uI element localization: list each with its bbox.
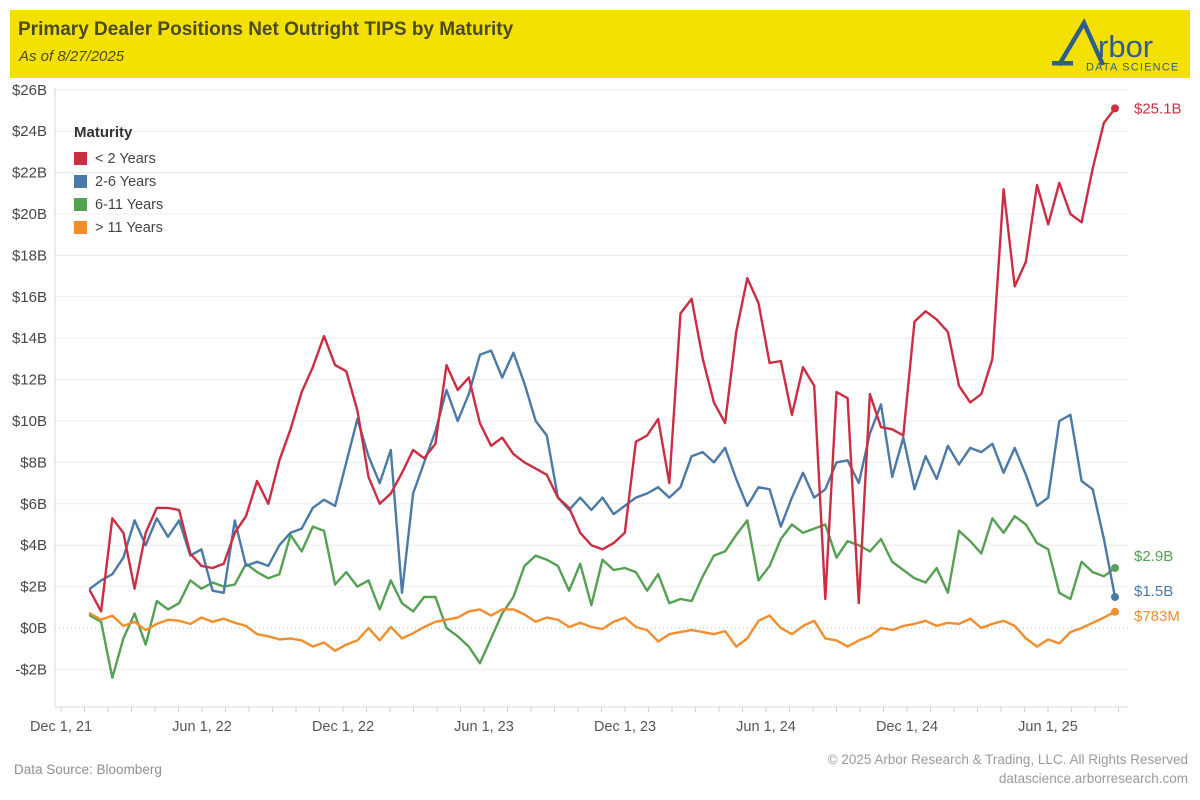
y-axis-label: $14B xyxy=(12,330,47,347)
legend-swatch-icon xyxy=(74,198,87,211)
y-axis-label: $2B xyxy=(20,579,47,596)
legend: Maturity < 2 Years 2-6 Years 6-11 Years > 1… xyxy=(74,124,163,239)
logo-tagline: DATA SCIENCE xyxy=(1086,62,1179,74)
series-end-label: $783M xyxy=(1134,608,1180,625)
x-axis-label: Dec 1, 22 xyxy=(312,719,374,735)
arbor-logo-icon: rbor DATA SCIENCE xyxy=(1052,18,1179,74)
x-axis-label: Dec 1, 21 xyxy=(30,719,92,735)
y-axis-label: $26B xyxy=(12,82,47,99)
series-end-label: $1.5B xyxy=(1134,583,1173,600)
copyright-line: © 2025 Arbor Research & Trading, LLC. Al… xyxy=(827,752,1188,767)
x-axis-label: Dec 1, 23 xyxy=(594,719,656,735)
series-end-dot xyxy=(1111,592,1119,601)
series-end-dot xyxy=(1111,104,1119,113)
y-axis-label: -$2B xyxy=(15,661,47,678)
legend-swatch-icon xyxy=(74,175,87,188)
y-axis-label: $20B xyxy=(12,206,47,223)
x-axis-label: Dec 1, 24 xyxy=(876,719,938,735)
data-source-note: Data Source: Bloomberg xyxy=(14,762,162,777)
legend-item-6-11-years: 6-11 Years xyxy=(74,193,163,216)
series-end-dot xyxy=(1111,563,1119,572)
y-axis-label: $10B xyxy=(12,413,47,430)
as-of-date: As of 8/27/2025 xyxy=(19,48,125,65)
x-axis-label: Jun 1, 25 xyxy=(1018,719,1078,735)
y-axis-label: $6B xyxy=(20,496,47,513)
y-axis-label: $24B xyxy=(12,123,47,140)
series-end-label: $2.9B xyxy=(1134,548,1173,565)
page-title: Primary Dealer Positions Net Outright TI… xyxy=(18,19,514,40)
copyright-note: © 2025 Arbor Research & Trading, LLC. Al… xyxy=(828,750,1188,788)
legend-item-label: 2-6 Years xyxy=(95,173,157,190)
y-axis-label: $4B xyxy=(20,537,47,554)
legend-title: Maturity xyxy=(74,124,133,141)
tips-line-chart: $26B $24B $22B $20B $18B $16B $14B $12B $10B $8B $… xyxy=(12,82,1182,735)
series-line--11-years xyxy=(88,608,1117,652)
logo-wordmark: rbor xyxy=(1098,29,1153,64)
legend-swatch-icon xyxy=(74,152,87,165)
header-bar: Primary Dealer Positions Net Outright TI… xyxy=(10,10,1190,78)
series-line-2-6-years xyxy=(88,349,1117,599)
series-end-label: $25.1B xyxy=(1134,100,1182,117)
x-axis-label: Jun 1, 22 xyxy=(172,719,232,735)
y-axis-label: $22B xyxy=(12,165,47,182)
y-axis-label: $16B xyxy=(12,289,47,306)
x-axis-label: Jun 1, 23 xyxy=(454,719,514,735)
y-axis-label: $0B xyxy=(20,620,47,637)
chart-area: $26B $24B $22B $20B $18B $16B $14B $12B $10B $8B $… xyxy=(0,78,1200,740)
y-axis-label: $12B xyxy=(12,372,47,389)
y-axis-label: $8B xyxy=(20,454,47,471)
website-link[interactable]: datascience.arborresearch.com xyxy=(998,771,1188,786)
legend-swatch-icon xyxy=(74,221,87,234)
legend-item-label: > 11 Years xyxy=(95,219,163,236)
legend-item--2-years: < 2 Years xyxy=(74,147,163,170)
series-line-6-11-years xyxy=(88,515,1117,679)
series-line--2-years xyxy=(88,107,1117,613)
series-end-dot xyxy=(1111,607,1119,616)
legend-item-label: 6-11 Years xyxy=(95,196,164,213)
legend-item-2-6-years: 2-6 Years xyxy=(74,170,163,193)
legend-item--11-years: > 11 Years xyxy=(74,216,163,239)
legend-item-label: < 2 Years xyxy=(95,150,156,167)
x-axis-label: Jun 1, 24 xyxy=(736,719,796,735)
y-axis-label: $18B xyxy=(12,247,47,264)
